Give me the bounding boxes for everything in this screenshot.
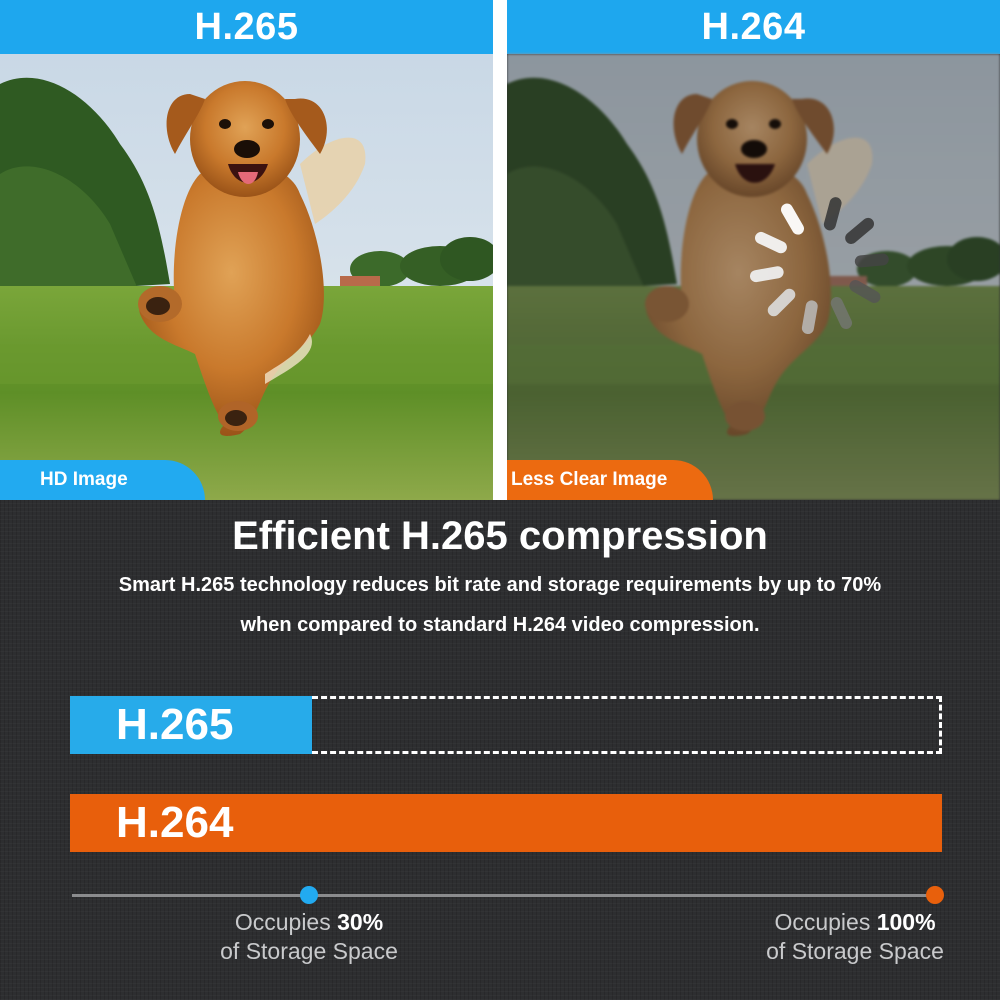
- h265-bar-label: H.265: [116, 700, 234, 749]
- headline: Efficient H.265 compression: [232, 514, 768, 558]
- h264-panel-header: H.264: [507, 0, 1000, 54]
- compression-info-section: Efficient H.265 compression Smart H.265 …: [0, 500, 1000, 1000]
- h264-bar-label: H.264: [116, 798, 234, 847]
- h264-scale-marker: [926, 886, 944, 904]
- h265-scale-marker: [300, 886, 318, 904]
- storage-scale-line: [72, 894, 938, 897]
- subtitle-line-2: when compared to standard H.264 video co…: [240, 614, 760, 636]
- less-clear-image-badge: Less Clear Image: [507, 460, 713, 500]
- h264-photo-panel: H.264: [507, 0, 1000, 500]
- dog-photo-hd: [0, 54, 493, 500]
- h264-storage-bar: H.264: [70, 794, 942, 852]
- h265-storage-caption: Occupies 30% of Storage Space: [200, 908, 418, 966]
- subtitle-line-1: Smart H.265 technology reduces bit rate …: [118, 574, 882, 596]
- h265-remaining-capacity-outline: [312, 696, 942, 754]
- h264-storage-caption: Occupies 100% of Storage Space: [755, 908, 955, 966]
- dog-photo-blurry: [507, 54, 1000, 500]
- h265-panel-header: H.265: [0, 0, 493, 54]
- h265-photo-panel: H.265: [0, 0, 493, 500]
- h264-caption-prefix: Occupies: [774, 909, 877, 935]
- h265-storage-bar: H.265: [70, 696, 312, 754]
- loading-spinner-icon: [749, 197, 889, 335]
- h264-caption-value: 100%: [876, 909, 936, 935]
- h265-caption-prefix: Occupies: [234, 909, 338, 935]
- hd-image-badge: HD Image: [0, 460, 205, 500]
- h265-caption-suffix: of Storage Space: [220, 938, 398, 964]
- h264-caption-suffix: of Storage Space: [766, 938, 944, 964]
- h265-caption-value: 30%: [337, 909, 384, 935]
- panel-divider: [493, 0, 507, 500]
